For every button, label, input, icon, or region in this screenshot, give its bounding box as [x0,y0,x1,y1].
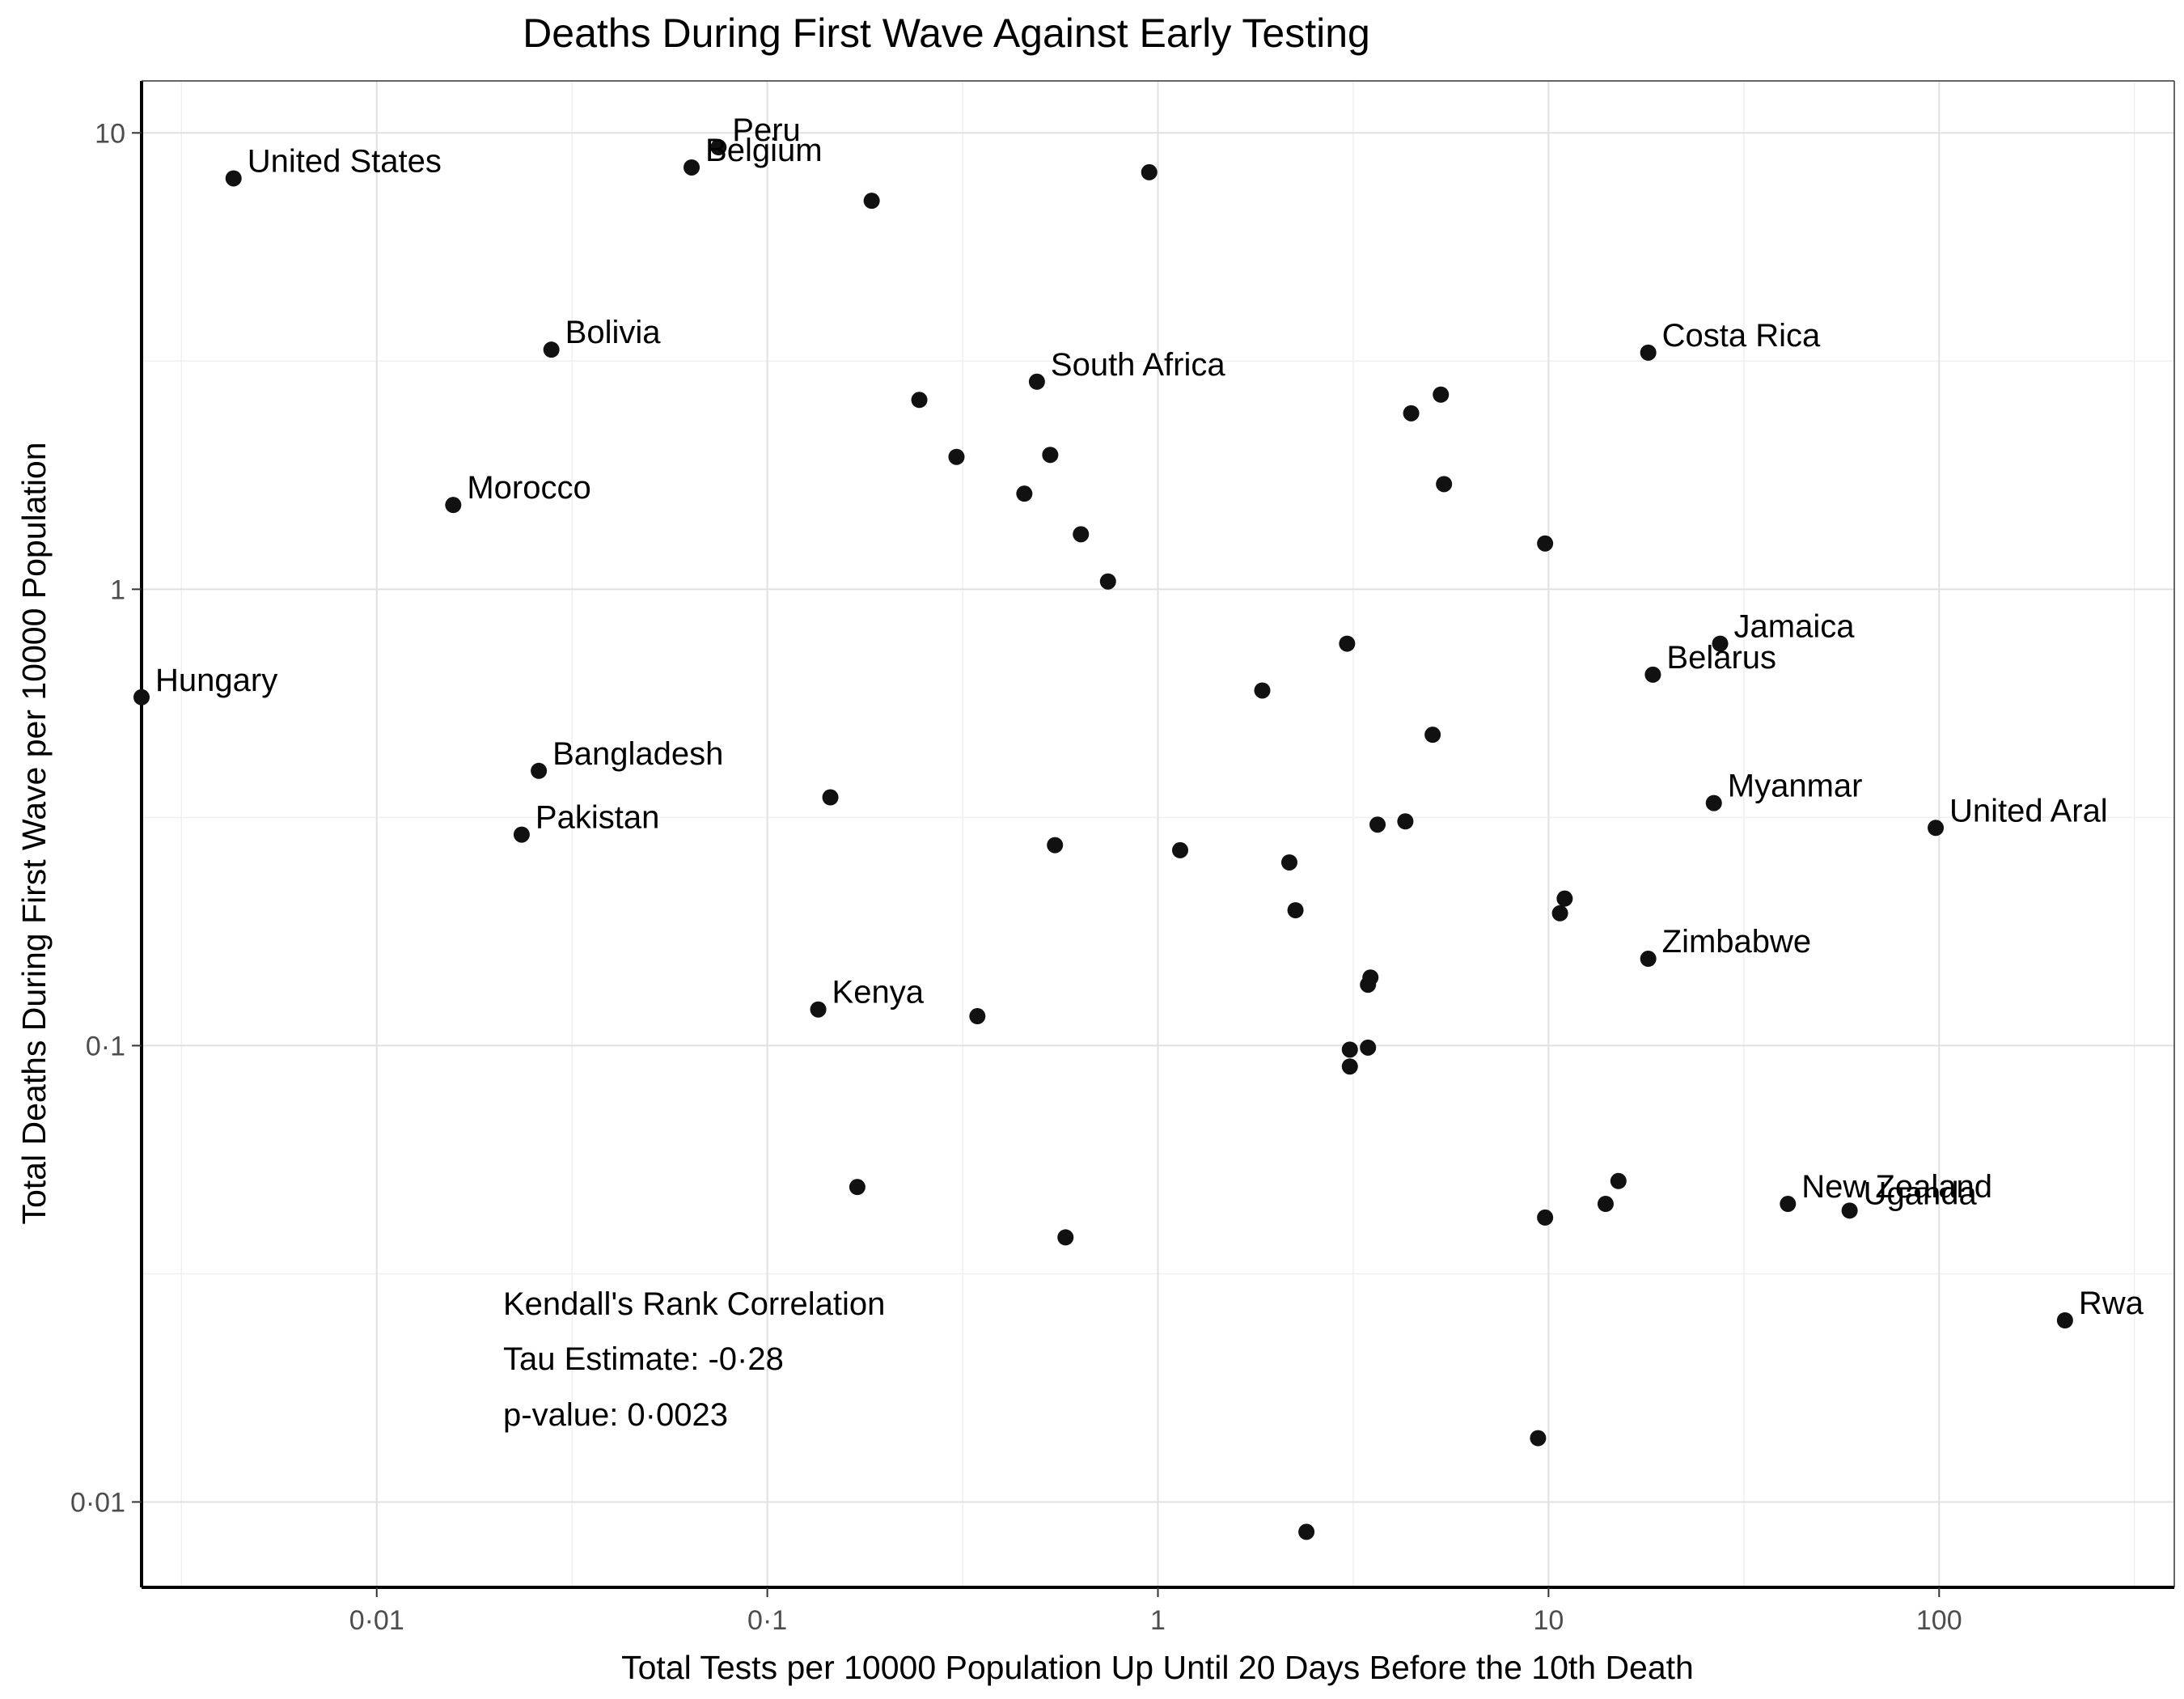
data-point [543,341,560,358]
point-label: Morocco [467,470,590,506]
y-tick-label: 0·1 [86,1031,125,1061]
data-point [1928,820,1945,837]
data-point [849,1179,866,1196]
data-point [1551,905,1568,922]
annotation-line-3: p-value: 0·0023 [503,1397,728,1433]
data-point [1712,635,1729,652]
data-point [1397,813,1414,830]
x-tick-label: 0·1 [747,1605,787,1636]
data-point [1537,535,1554,552]
data-point [1556,890,1573,907]
point-label: Rwa [2079,1286,2144,1321]
data-point [1705,794,1722,811]
data-points [133,139,2073,1540]
point-label: Peru [732,112,801,148]
data-point [1171,841,1188,858]
data-point [445,497,462,514]
data-point [513,826,530,843]
point-label: Hungary [155,663,277,698]
data-point [1424,727,1441,744]
data-point [1360,1039,1377,1056]
annotation-line-2: Tau Estimate: -0·28 [503,1341,784,1377]
data-point [710,139,727,156]
chart-title: Deaths During First Wave Against Early T… [523,11,1370,56]
data-point [2056,1312,2073,1329]
data-point [1298,1523,1315,1540]
data-point [1042,447,1059,464]
point-label: Kenya [832,975,925,1011]
data-point [1537,1209,1554,1226]
data-point [863,193,880,210]
data-point [1403,405,1420,422]
axes [140,80,2175,1589]
y-ticks: 0·01 0·1 1 10 [70,118,142,1518]
data-point [1254,682,1271,699]
data-point [1057,1229,1074,1246]
y-tick-label: 0·01 [70,1487,125,1518]
data-point [1433,386,1450,403]
y-tick-label: 1 [110,574,125,605]
correlation-annotation: Kendall's Rank Correlation Tau Estimate:… [503,1286,885,1433]
data-point [1280,854,1297,871]
data-point [1047,837,1064,854]
point-label: United Aral [1949,793,2108,828]
data-point [1369,816,1386,833]
data-point [1436,476,1453,493]
point-label: Costa Rica [1662,318,1821,354]
data-point [1028,373,1045,390]
x-tick-label: 1 [1150,1605,1166,1636]
data-point [1597,1196,1614,1213]
data-point [1016,485,1033,502]
grid [142,81,2174,1587]
y-axis-title: Total Deaths During First Wave per 10000… [15,442,53,1224]
data-point [1360,977,1377,994]
x-axis-title: Total Tests per 10000 Population Up Unti… [621,1649,1694,1686]
data-point [1339,635,1356,652]
data-point [1341,1058,1358,1075]
x-tick-label: 10 [1533,1605,1564,1636]
data-point [1610,1172,1627,1189]
data-point [133,688,150,705]
point-label: South Africa [1051,347,1225,383]
data-point [1099,573,1116,590]
x-ticks: 0·01 0·1 1 10 100 [349,1587,1962,1636]
point-label: Jamaica [1734,609,1856,645]
point-label: Myanmar [1728,769,1863,804]
y-tick-label: 10 [95,118,125,149]
data-point [810,1001,827,1018]
data-point [1644,666,1661,683]
point-label: Bangladesh [552,736,723,772]
data-point [948,448,965,465]
point-label: United States [248,143,442,179]
data-point [911,392,928,409]
point-label: Zimbabwe [1662,924,1812,960]
data-point [531,762,548,779]
data-point [1287,902,1304,919]
data-point [1530,1430,1547,1447]
data-point [1141,163,1158,180]
x-tick-label: 0·01 [349,1605,404,1636]
data-point [1341,1041,1358,1058]
data-point [1841,1202,1858,1219]
point-label: Pakistan [535,800,659,836]
point-label: Belgium [705,133,823,168]
data-point [1780,1196,1797,1213]
data-point [684,159,700,176]
annotation-line-1: Kendall's Rank Correlation [503,1286,885,1322]
x-tick-label: 100 [1916,1605,1962,1636]
data-point [1640,951,1657,968]
point-label: Belarus [1666,640,1776,676]
data-point [225,170,242,187]
data-point [969,1008,986,1025]
data-point [1073,526,1090,543]
data-point [1640,344,1657,361]
point-label: New Zealand [1801,1169,1992,1205]
data-point [822,789,839,806]
point-label: Uganda [1864,1176,1978,1211]
point-label: Bolivia [565,315,662,350]
